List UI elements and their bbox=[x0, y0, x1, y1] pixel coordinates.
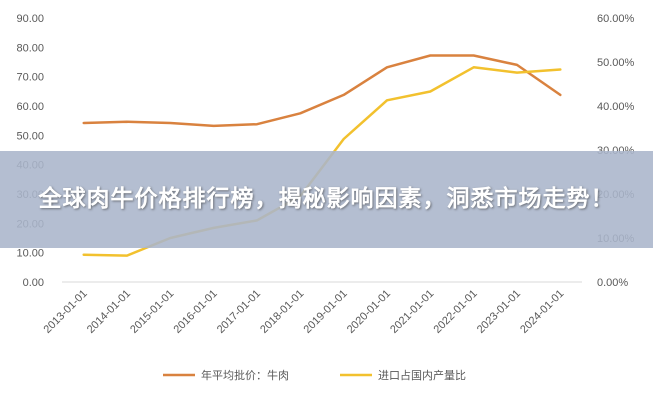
x-tick-label: 2017-01-01 bbox=[215, 288, 263, 336]
right-y-tick-label: 50.00% bbox=[597, 57, 635, 69]
title-banner: 全球肉牛价格排行榜，揭秘影响因素，洞悉市场走势！ bbox=[0, 151, 653, 248]
legend-label: 年平均批价：牛肉 bbox=[201, 368, 289, 382]
x-tick-label: 2020-01-01 bbox=[345, 288, 393, 336]
right-y-tick-label: 40.00% bbox=[597, 101, 635, 113]
x-tick-label: 2014-01-01 bbox=[85, 288, 133, 336]
x-tick-label: 2016-01-01 bbox=[172, 288, 220, 336]
x-tick-label: 2013-01-01 bbox=[42, 288, 90, 336]
banner-title: 全球肉牛价格排行榜，揭秘影响因素，洞悉市场走势！ bbox=[38, 186, 615, 212]
legend: 年平均批价：牛肉 进口占国内产量比 bbox=[163, 368, 466, 382]
x-axis: 2013-01-012014-01-012015-01-012016-01-01… bbox=[42, 288, 567, 336]
left-y-tick-label: 90.00 bbox=[16, 13, 44, 25]
left-y-tick-label: 50.00 bbox=[16, 130, 44, 142]
x-tick-label: 2021-01-01 bbox=[388, 288, 436, 336]
right-y-tick-label: 60.00% bbox=[597, 13, 635, 25]
x-tick-label: 2024-01-01 bbox=[518, 288, 566, 336]
right-y-tick-label: 0.00% bbox=[597, 277, 628, 289]
x-tick-label: 2019-01-01 bbox=[302, 288, 350, 336]
left-y-tick-label: 0.00 bbox=[23, 277, 44, 289]
left-y-tick-label: 60.00 bbox=[16, 101, 44, 113]
x-tick-label: 2015-01-01 bbox=[128, 288, 176, 336]
x-tick-label: 2023-01-01 bbox=[475, 288, 523, 336]
left-y-tick-label: 10.00 bbox=[16, 248, 44, 260]
x-tick-label: 2018-01-01 bbox=[258, 288, 306, 336]
legend-label: 进口占国内产量比 bbox=[378, 368, 466, 382]
left-y-tick-label: 70.00 bbox=[16, 72, 44, 84]
x-tick-label: 2022-01-01 bbox=[432, 288, 480, 336]
left-y-tick-label: 80.00 bbox=[16, 42, 44, 54]
beef-price-line bbox=[82, 54, 562, 128]
